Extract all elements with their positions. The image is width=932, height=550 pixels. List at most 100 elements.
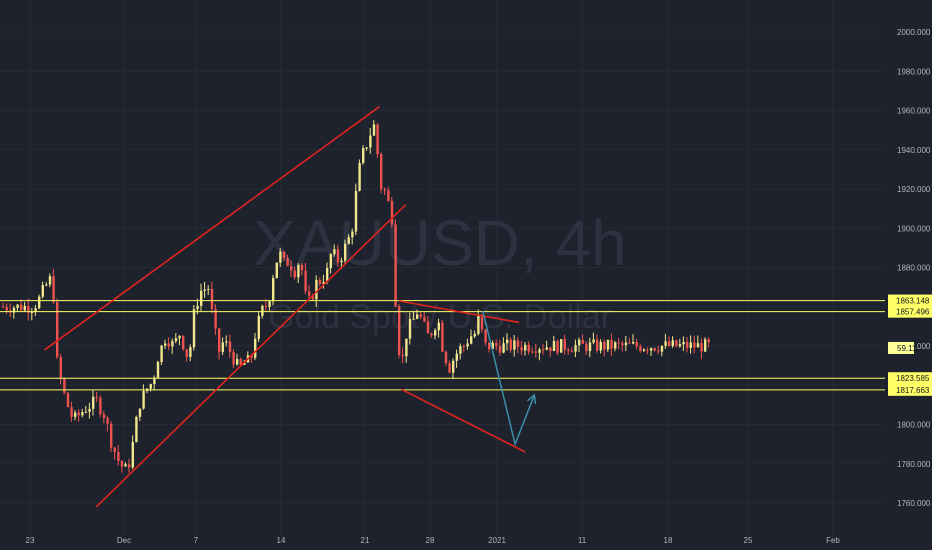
candle-down <box>102 414 106 418</box>
candle-down <box>56 302 59 358</box>
candle-up <box>196 305 199 310</box>
candle-up <box>372 124 376 136</box>
projection-path[interactable] <box>482 310 537 447</box>
candle-up <box>351 231 354 238</box>
level-price-tag <box>888 294 932 307</box>
candle-down <box>185 349 188 357</box>
time-axis[interactable]: 23 Dec 7 14 21 28 2021 11 18 25 Feb <box>26 536 841 545</box>
candle-down <box>635 342 638 347</box>
candle-up <box>506 339 509 344</box>
candle-down <box>639 346 642 351</box>
candle-down <box>462 346 466 348</box>
projection-line[interactable] <box>482 310 536 447</box>
candle-up <box>592 339 595 343</box>
projection-arrowhead <box>526 393 537 405</box>
candle-down <box>531 351 534 353</box>
candle-up <box>358 162 361 191</box>
candle-up <box>682 342 685 345</box>
candle-down <box>113 447 116 452</box>
level-price-tag-text: 1857.496 <box>896 308 930 317</box>
candle-down <box>250 355 253 358</box>
candle-down <box>498 346 502 353</box>
candle-up <box>452 360 455 373</box>
candle-up <box>84 411 88 413</box>
candle-down <box>617 342 620 344</box>
current-price-tag-text: 59.11 <box>897 344 917 353</box>
candle-up <box>459 346 462 354</box>
candle-up <box>664 341 667 346</box>
candle-up <box>257 315 260 339</box>
candle-up <box>74 412 77 417</box>
candle-down <box>693 342 696 348</box>
level-price-tag-text: 1817.663 <box>896 386 930 395</box>
x-tick-label: 21 <box>361 536 370 545</box>
candle-up <box>88 408 91 412</box>
candle-down <box>232 352 235 365</box>
candle-down <box>646 349 649 351</box>
candle-up <box>192 309 196 348</box>
candle-down <box>653 348 656 351</box>
candle-down <box>128 464 131 468</box>
candle-down <box>95 396 98 398</box>
candle-up <box>124 464 127 467</box>
candle-up <box>455 353 458 361</box>
candle-up <box>41 285 44 297</box>
candle-up <box>178 335 181 339</box>
trendline-channel-upper[interactable] <box>44 105 381 351</box>
candle-down <box>106 417 109 424</box>
candle-up <box>236 358 239 365</box>
candle-up <box>30 311 34 313</box>
candle-down <box>239 358 242 365</box>
candle-up <box>225 341 228 343</box>
candle-down <box>308 291 311 296</box>
candle-up <box>470 336 473 344</box>
candle-down <box>376 124 379 154</box>
candle-up <box>138 408 142 417</box>
candle-down <box>668 341 671 346</box>
candle-up <box>171 341 174 347</box>
candle-up <box>502 343 505 353</box>
trendline-channel-lower[interactable] <box>95 204 407 508</box>
candle-down <box>218 328 221 352</box>
candle-down <box>527 344 530 352</box>
candle-up <box>552 340 556 352</box>
candle-down <box>66 392 70 408</box>
candle-down <box>563 339 566 350</box>
candle-up <box>333 249 336 255</box>
candle-up <box>142 390 145 409</box>
candle-down <box>707 339 710 343</box>
candle-up <box>416 314 419 319</box>
candlestick-series <box>2 120 710 473</box>
candle-up <box>704 339 707 352</box>
price-tags: 1863.148 1857.496 1823.585 1817.663 59.11 <box>888 294 932 396</box>
candle-up <box>545 347 548 350</box>
grid-lines <box>0 0 885 536</box>
trendline-descending-support[interactable] <box>400 388 526 453</box>
candle-down <box>542 349 545 351</box>
y-tick-label: 1760.000 <box>897 499 931 508</box>
candle-down <box>700 343 703 352</box>
candle-down <box>117 451 120 461</box>
candle-up <box>466 343 469 347</box>
candle-down <box>430 333 433 336</box>
candle-down <box>534 351 538 353</box>
candle-down <box>293 270 296 278</box>
candle-up <box>524 344 527 351</box>
y-tick-label: 1900.000 <box>897 224 931 233</box>
current-price-tag <box>888 341 914 354</box>
horizontal-levels[interactable] <box>0 300 885 391</box>
candle-up <box>340 260 343 263</box>
candle-down <box>556 340 559 353</box>
candle-up <box>16 304 19 308</box>
candle-down <box>110 423 113 448</box>
candle-up <box>365 147 368 149</box>
candle-down <box>484 329 487 343</box>
candle-up <box>45 284 48 286</box>
candle-down <box>336 249 340 263</box>
candle-down <box>383 189 386 191</box>
candle-down <box>509 339 512 350</box>
trendlines[interactable] <box>44 105 526 508</box>
candle-up <box>354 190 358 232</box>
trendline-descending-resistance[interactable] <box>398 300 520 324</box>
